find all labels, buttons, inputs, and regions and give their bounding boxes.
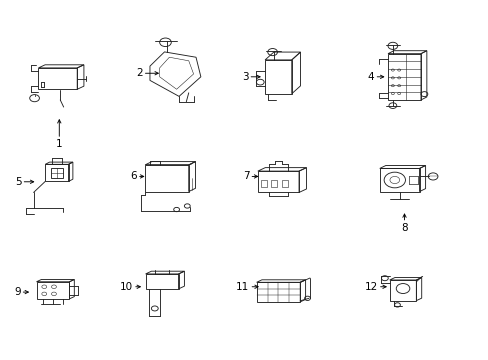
Text: 9: 9 <box>14 287 20 297</box>
Text: 7: 7 <box>242 171 249 181</box>
Text: 3: 3 <box>241 72 248 82</box>
Text: 11: 11 <box>236 282 249 292</box>
Text: 5: 5 <box>15 177 21 187</box>
Text: 6: 6 <box>130 171 137 181</box>
Text: 4: 4 <box>367 72 374 82</box>
Text: 2: 2 <box>136 68 142 78</box>
Text: 12: 12 <box>364 282 377 292</box>
Text: 1: 1 <box>56 139 62 149</box>
Text: 10: 10 <box>120 282 133 292</box>
Text: 8: 8 <box>400 223 407 233</box>
